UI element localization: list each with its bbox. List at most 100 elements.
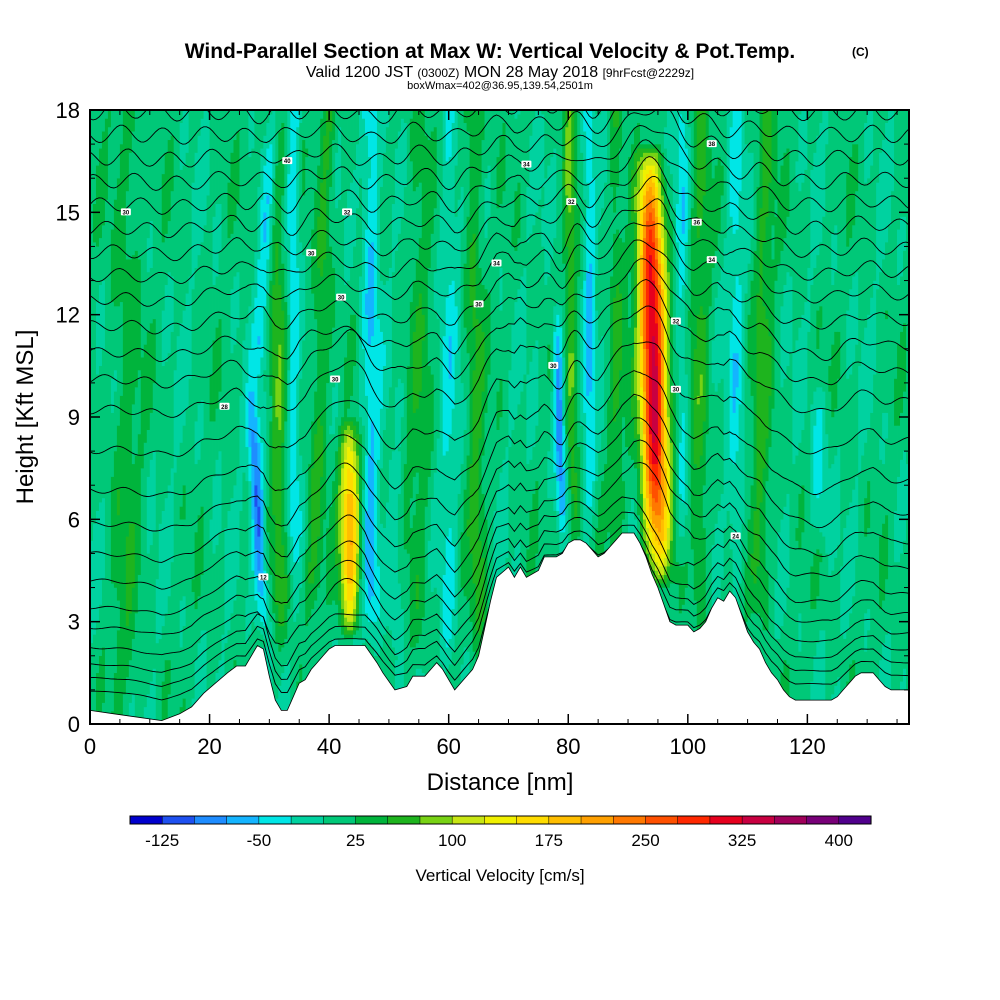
- velocity-cell: [454, 634, 459, 724]
- velocity-cell: [90, 540, 94, 644]
- velocity-cell: [167, 693, 172, 724]
- velocity-cell: [660, 110, 665, 153]
- velocity-cell: [654, 502, 659, 516]
- velocity-cell: [625, 446, 629, 558]
- velocity-cell: [269, 421, 273, 575]
- velocity-cell: [774, 578, 778, 639]
- velocity-cell: [179, 122, 184, 170]
- velocity-cell: [338, 553, 342, 601]
- velocity-cell: [780, 250, 784, 307]
- velocity-cell: [657, 263, 662, 286]
- box-wmax-info: boxWmax=402@36.95,139.54,2501m: [407, 80, 593, 92]
- velocity-cell: [882, 110, 886, 141]
- velocity-cell: [233, 220, 237, 277]
- velocity-cell: [846, 378, 850, 516]
- velocity-cell: [553, 237, 557, 307]
- velocity-cell: [577, 207, 581, 277]
- velocity-cell: [903, 450, 907, 541]
- velocity-cell: [828, 365, 832, 392]
- velocity-cell: [648, 480, 653, 494]
- velocity-cell: [574, 519, 578, 554]
- velocity-cell: [266, 259, 270, 294]
- velocity-cell: [182, 519, 187, 597]
- velocity-cell: [813, 267, 817, 392]
- velocity-cell: [634, 395, 638, 439]
- velocity-cell: [604, 110, 608, 183]
- velocity-cell: [95, 510, 100, 622]
- velocity-cell: [364, 612, 369, 639]
- velocity-cell: [693, 463, 698, 601]
- velocity-cell: [517, 237, 521, 290]
- velocity-cell: [110, 301, 115, 379]
- velocity-cell: [95, 621, 100, 674]
- velocity-cell: [131, 463, 136, 524]
- velocity-cell: [496, 489, 500, 605]
- velocity-cell: [831, 463, 835, 571]
- velocity-cell: [598, 224, 602, 341]
- velocity-cell: [562, 110, 566, 162]
- velocity-cell: [445, 647, 450, 669]
- velocity-cell: [654, 199, 659, 217]
- velocity-cell: [855, 110, 859, 145]
- velocity-cell: [849, 156, 853, 239]
- velocity-cell: [813, 391, 817, 426]
- velocity-cell: [460, 382, 465, 465]
- velocity-cell: [852, 595, 856, 661]
- velocity-cell: [305, 156, 309, 550]
- contour-label: 32: [566, 198, 577, 206]
- velocity-cell: [777, 182, 781, 264]
- velocity-cell: [517, 114, 521, 183]
- velocity-cell: [660, 152, 665, 175]
- velocity-cell: [388, 386, 393, 460]
- velocity-cell: [642, 433, 647, 469]
- velocity-cell: [293, 621, 297, 724]
- velocity-cell: [379, 467, 384, 524]
- velocity-cell: [565, 126, 569, 196]
- velocity-cell: [397, 233, 402, 379]
- velocity-cell: [110, 476, 115, 584]
- velocity-cell: [116, 425, 121, 490]
- velocity-cell: [654, 173, 659, 187]
- velocity-cell: [562, 160, 566, 187]
- velocity-cell: [804, 169, 808, 303]
- velocity-cell: [825, 110, 829, 145]
- velocity-cell: [613, 233, 617, 298]
- velocity-cell: [230, 152, 234, 234]
- velocity-cell: [648, 433, 653, 465]
- velocity-cell: [571, 352, 575, 388]
- contour-label: 30: [670, 385, 681, 394]
- velocity-cell: [765, 629, 769, 699]
- velocity-cell: [526, 110, 530, 187]
- velocity-cell: [651, 148, 656, 153]
- velocity-cell: [347, 110, 351, 192]
- velocity-cell: [586, 182, 590, 209]
- velocity-cell: [774, 280, 778, 580]
- velocity-cell: [350, 544, 354, 584]
- velocity-cell: [364, 229, 369, 294]
- velocity-cell: [867, 314, 871, 430]
- velocity-cell: [236, 271, 240, 328]
- velocity-cell: [101, 647, 106, 703]
- velocity-cell: [116, 600, 121, 631]
- velocity-cell: [660, 173, 665, 196]
- velocity-cell: [335, 382, 339, 418]
- velocity-cell: [164, 361, 169, 499]
- velocity-cell: [161, 173, 166, 243]
- velocity-cell: [663, 126, 668, 149]
- velocity-cell: [179, 647, 184, 708]
- velocity-cell: [810, 566, 814, 610]
- velocity-cell: [275, 642, 279, 699]
- velocity-cell: [161, 310, 166, 367]
- velocity-cell: [347, 433, 351, 448]
- x-tick-label: 120: [789, 734, 826, 759]
- velocity-cell: [275, 604, 279, 644]
- velocity-cell: [302, 340, 306, 473]
- velocity-cell: [155, 642, 160, 724]
- velocity-cell: [637, 148, 641, 162]
- velocity-cell: [654, 433, 659, 465]
- velocity-cell: [876, 182, 880, 290]
- velocity-cell: [353, 574, 357, 597]
- velocity-cell: [251, 519, 255, 571]
- velocity-cell: [816, 527, 820, 550]
- velocity-cell: [822, 629, 826, 724]
